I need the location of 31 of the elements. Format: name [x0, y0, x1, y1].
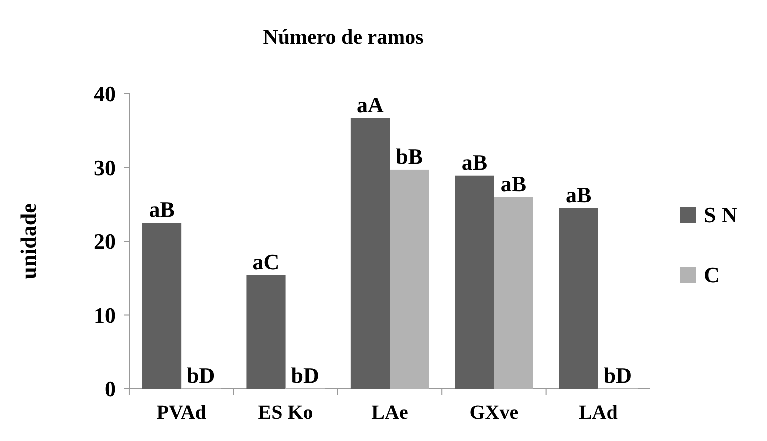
- y-tick-label: 30: [94, 155, 116, 180]
- bar: [559, 208, 598, 389]
- legend-label: C: [704, 262, 720, 288]
- x-tick-label: PVAd: [156, 402, 206, 424]
- data-label: aA: [357, 92, 384, 118]
- bar: [455, 176, 494, 389]
- data-label: aC: [252, 249, 280, 274]
- bar: [494, 197, 534, 389]
- chart-title: Número de ramos: [263, 25, 424, 49]
- data-label: aB: [462, 150, 488, 175]
- x-tick-label: GXve: [470, 402, 519, 424]
- legend-label: S N: [704, 202, 738, 228]
- bar: [142, 223, 182, 389]
- data-label: aB: [149, 197, 176, 222]
- data-label: aB: [566, 182, 592, 208]
- data-label: bD: [187, 363, 216, 388]
- data-label: aB: [500, 171, 527, 196]
- x-tick-label: LAe: [372, 402, 408, 424]
- data-label: bD: [291, 363, 320, 388]
- data-label: bD: [604, 363, 632, 388]
- y-axis-title: unidade: [16, 203, 41, 280]
- data-label: bB: [396, 144, 424, 169]
- y-tick-label: 40: [94, 82, 116, 107]
- bar: [246, 275, 286, 389]
- y-tick-label: 20: [94, 229, 116, 254]
- x-tick-label: LAd: [578, 402, 618, 424]
- y-tick-label: 10: [94, 302, 116, 328]
- y-tick-label: 0: [105, 376, 116, 402]
- x-tick-label: ES Ko: [258, 402, 314, 424]
- bar: [350, 118, 390, 389]
- bar: [390, 170, 430, 389]
